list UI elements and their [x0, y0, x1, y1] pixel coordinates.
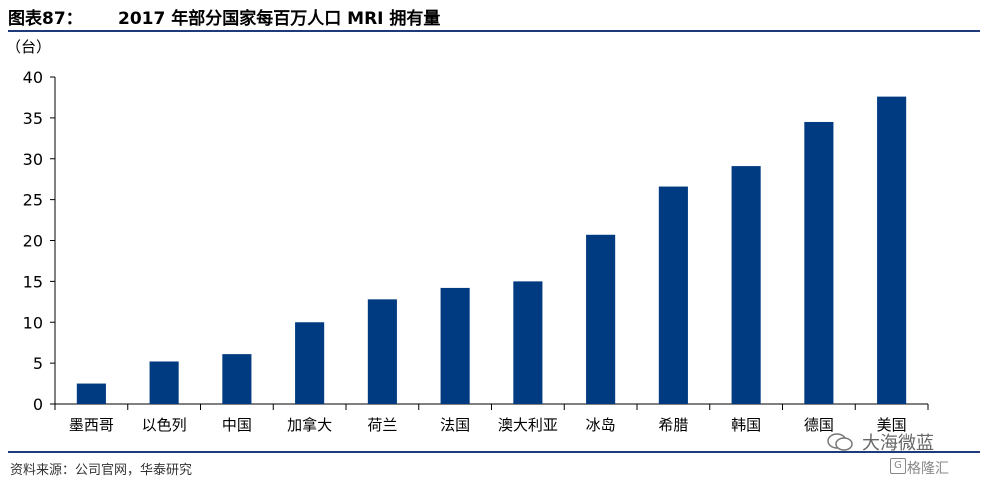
y-tick-label: 15 — [23, 272, 43, 291]
brand-logo-icon: G — [890, 458, 906, 474]
chart-bars — [76, 96, 907, 405]
bar — [513, 281, 543, 404]
y-tick-label: 30 — [23, 150, 43, 169]
x-tick-label: 韩国 — [731, 416, 761, 434]
bar — [877, 96, 907, 405]
bar — [731, 166, 761, 404]
y-tick-label: 10 — [23, 313, 43, 332]
x-tick-label: 中国 — [222, 416, 252, 434]
x-tick-label: 法国 — [440, 416, 470, 434]
x-tick-label: 加拿大 — [287, 416, 332, 434]
x-tick-label: 冰岛 — [586, 416, 616, 434]
x-tick-label: 荷兰 — [367, 416, 397, 434]
y-tick-label: 0 — [33, 395, 43, 414]
bar — [295, 322, 325, 404]
bar — [76, 383, 106, 404]
y-tick-label: 25 — [23, 191, 43, 210]
x-tick-label: 美国 — [877, 416, 907, 434]
chart-labels: 0 5 10 15 20 25 30 35 40 墨西哥 以色列 中国 加拿大 荷兰 法国 澳大利亚 冰岛 希腊 韩… — [23, 68, 907, 434]
bar — [367, 299, 397, 404]
source-note: 资料来源：公司官网，华泰研究 — [10, 463, 193, 478]
y-tick-label: 5 — [33, 354, 43, 373]
chart-axes — [50, 76, 929, 410]
y-tick-label: 35 — [23, 109, 43, 128]
bar — [440, 287, 470, 404]
y-axis-unit-label: （台） — [6, 38, 51, 56]
bar — [149, 361, 179, 404]
x-tick-label: 墨西哥 — [69, 416, 114, 434]
bar — [658, 186, 688, 404]
x-tick-label: 澳大利亚 — [498, 416, 558, 434]
x-tick-label: 德国 — [804, 416, 834, 434]
bar — [222, 354, 252, 404]
title-bar: 图表87： 2017 年部分国家每百万人口 MRI 拥有量 — [8, 4, 980, 29]
chart-title: 2017 年部分国家每百万人口 MRI 拥有量 — [118, 9, 441, 29]
title-divider — [8, 30, 980, 32]
bar — [804, 121, 834, 405]
footer-divider — [8, 451, 980, 453]
bar — [586, 234, 616, 404]
wechat-icon — [827, 433, 853, 451]
figure-label: 图表87： — [8, 9, 83, 29]
x-tick-label: 以色列 — [142, 416, 187, 434]
x-tick-label: 希腊 — [658, 416, 688, 434]
watermark-brand: 格隆汇 — [907, 461, 949, 477]
y-tick-label: 40 — [23, 68, 43, 87]
watermark-text: 大海微蓝 — [862, 433, 934, 454]
y-tick-label: 20 — [23, 232, 43, 251]
